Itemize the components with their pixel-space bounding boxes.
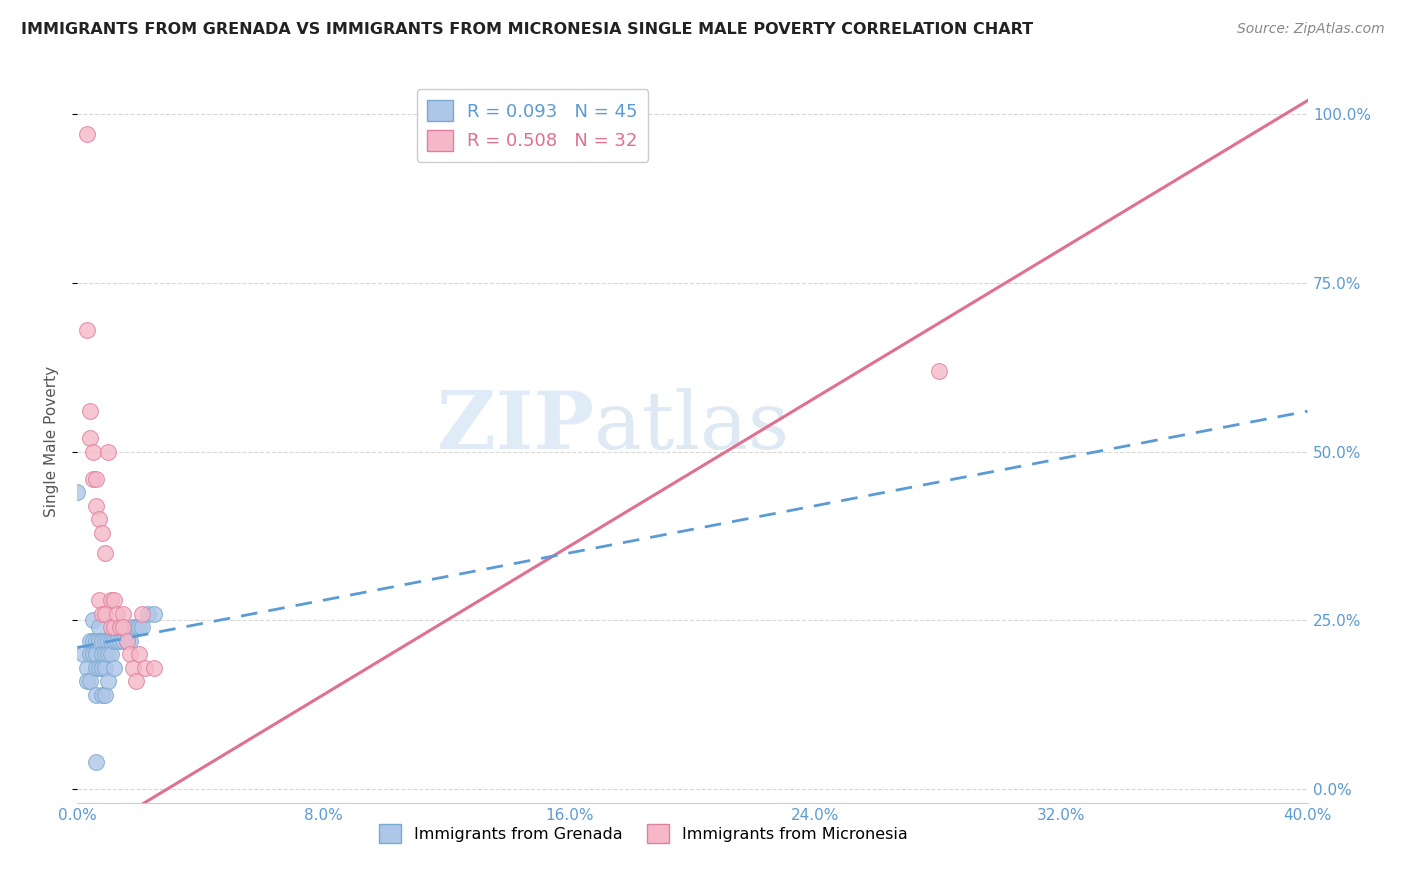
Point: [90, 647, 114, 661]
Text: atlas: atlas: [595, 388, 789, 467]
Point: [94, 647, 117, 661]
Point: [84, 688, 107, 702]
Point: [128, 647, 150, 661]
Point: [118, 647, 141, 661]
Point: [100, 593, 122, 607]
Point: [103, 593, 125, 607]
Point: [131, 620, 153, 634]
Point: [90, 688, 114, 702]
Text: ZIP: ZIP: [437, 388, 595, 467]
Legend: Immigrants from Grenada, Immigrants from Micronesia: Immigrants from Grenada, Immigrants from…: [373, 818, 914, 849]
Point: [110, 633, 132, 648]
Point: [90, 607, 114, 621]
Point: [79, 647, 101, 661]
Point: [84, 647, 107, 661]
Point: [97, 633, 120, 648]
Point: [125, 674, 148, 689]
Point: [79, 633, 101, 648]
Point: [82, 633, 104, 648]
Text: Source: ZipAtlas.com: Source: ZipAtlas.com: [1237, 22, 1385, 37]
Point: [94, 633, 117, 648]
Point: [90, 661, 114, 675]
Point: [115, 633, 138, 648]
Point: [105, 607, 128, 621]
Point: [76, 661, 98, 675]
Point: [76, 674, 98, 689]
Point: [112, 607, 135, 621]
Point: [112, 620, 135, 634]
Point: [82, 614, 104, 628]
Point: [79, 674, 101, 689]
Point: [84, 661, 107, 675]
Point: [105, 633, 128, 648]
Point: [110, 620, 132, 634]
Point: [87, 593, 110, 607]
Point: [112, 633, 135, 648]
Point: [94, 688, 117, 702]
Point: [103, 661, 125, 675]
Point: [84, 756, 107, 770]
Point: [79, 404, 101, 418]
Point: [121, 620, 143, 634]
Point: [90, 525, 114, 540]
Point: [100, 647, 122, 661]
Point: [84, 633, 107, 648]
Point: [90, 633, 114, 648]
Point: [84, 499, 107, 513]
Point: [97, 674, 120, 689]
Point: [94, 607, 117, 621]
Point: [94, 546, 117, 560]
Point: [131, 607, 153, 621]
Point: [143, 607, 166, 621]
Point: [136, 607, 159, 621]
Text: IMMIGRANTS FROM GRENADA VS IMMIGRANTS FROM MICRONESIA SINGLE MALE POVERTY CORREL: IMMIGRANTS FROM GRENADA VS IMMIGRANTS FR…: [21, 22, 1033, 37]
Point: [94, 661, 117, 675]
Point: [134, 661, 156, 675]
Point: [112, 620, 135, 634]
Point: [87, 620, 110, 634]
Point: [82, 647, 104, 661]
Point: [84, 472, 107, 486]
Point: [76, 323, 98, 337]
Point: [72, 647, 94, 661]
Point: [82, 472, 104, 486]
Point: [87, 661, 110, 675]
Point: [87, 633, 110, 648]
Point: [118, 633, 141, 648]
Point: [87, 512, 110, 526]
Point: [79, 431, 101, 445]
Point: [82, 444, 104, 458]
Point: [115, 633, 138, 648]
Point: [97, 444, 120, 458]
Point: [103, 620, 125, 634]
Point: [125, 620, 148, 634]
Y-axis label: Single Male Poverty: Single Male Poverty: [44, 366, 59, 517]
Point: [143, 661, 166, 675]
Point: [928, 364, 950, 378]
Point: [97, 647, 120, 661]
Point: [100, 620, 122, 634]
Point: [76, 128, 98, 142]
Point: [103, 633, 125, 648]
Point: [100, 633, 122, 648]
Point: [121, 661, 143, 675]
Point: [128, 620, 150, 634]
Point: [66, 485, 89, 500]
